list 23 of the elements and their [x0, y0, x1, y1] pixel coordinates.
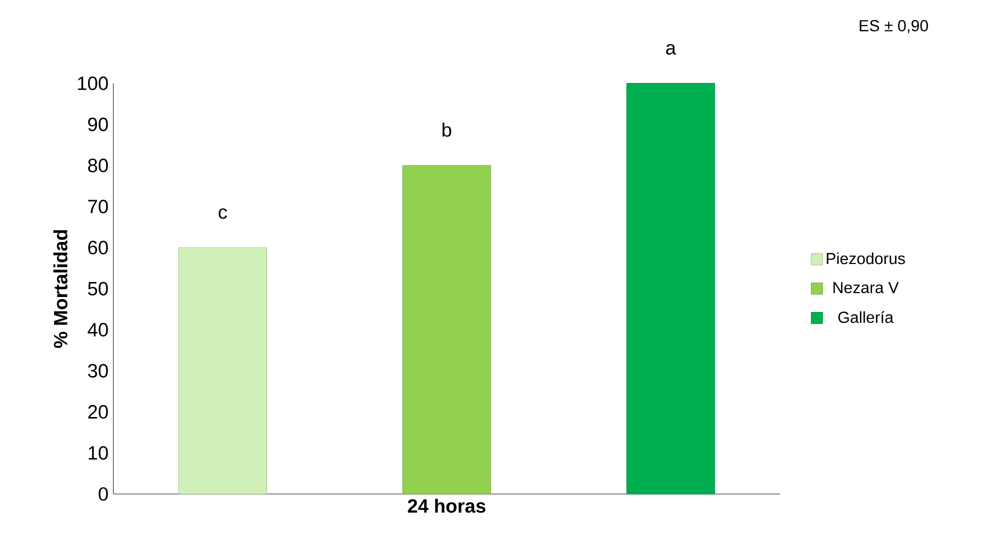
- y-axis-title: % Mortalidad: [53, 230, 68, 348]
- legend-label: Piezodorus: [826, 252, 905, 264]
- y-tick-label: 100: [78, 76, 108, 90]
- legend-label: Nezara V: [834, 282, 899, 294]
- y-tick-label: 60: [88, 240, 108, 254]
- y-tick-label: 70: [88, 200, 108, 214]
- text: ES ± 0,90: [860, 20, 928, 34]
- bar: [402, 165, 491, 494]
- y-tick-label: 50: [88, 282, 108, 296]
- legend-label: Gallería: [838, 311, 894, 323]
- y-tick-label: 30: [88, 364, 108, 378]
- y-tick-label: 10: [88, 446, 108, 460]
- bar: [626, 83, 715, 494]
- y-tick-label: 0: [98, 487, 108, 501]
- y-tick-label: 40: [88, 322, 108, 337]
- data-label: c: [218, 208, 227, 219]
- y-tick-label: 80: [88, 158, 108, 172]
- x-tick-label: 24 horas: [408, 498, 486, 513]
- data-label: a: [666, 44, 676, 55]
- y-tick-label: 20: [88, 405, 108, 419]
- bar: [178, 247, 267, 494]
- data-label: b: [442, 122, 452, 137]
- y-tick-label: 90: [88, 118, 108, 132]
